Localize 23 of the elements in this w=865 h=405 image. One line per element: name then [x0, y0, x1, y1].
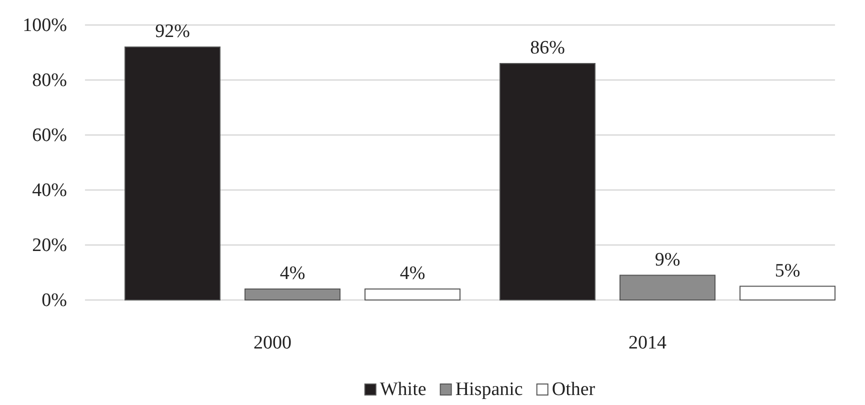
y-tick-label: 40% [32, 180, 68, 202]
data-label: 5% [774, 260, 800, 282]
bar [364, 288, 460, 300]
x-tick-label: 2000 [254, 332, 292, 354]
y-tick-label: 80% [32, 70, 68, 92]
bar [244, 288, 340, 300]
legend-label: Hispanic [455, 379, 523, 400]
bar [740, 286, 836, 300]
legend-label: White [380, 379, 426, 400]
y-tick-label: 20% [32, 235, 68, 256]
bar [620, 274, 716, 300]
data-label: 86% [530, 38, 566, 58]
y-tick-label: 60% [32, 125, 68, 146]
bar [124, 46, 220, 300]
y-tick-label: 100% [22, 15, 68, 36]
legend-label: Other [552, 379, 596, 400]
data-label: 4% [400, 263, 426, 284]
data-label: 4% [280, 263, 306, 284]
x-tick-label: 2014 [628, 332, 667, 354]
data-label: 9% [654, 249, 680, 270]
y-tick-label: 0% [42, 290, 68, 312]
data-label: 92% [155, 21, 190, 42]
bar [500, 63, 596, 300]
